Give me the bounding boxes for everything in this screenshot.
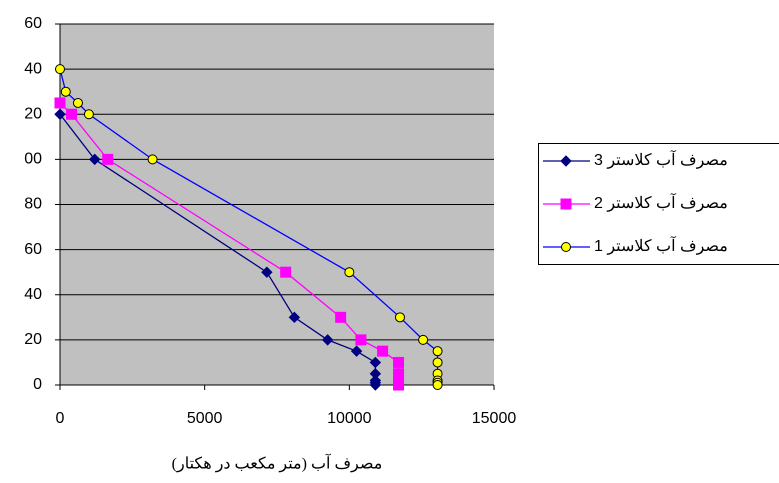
marker <box>83 109 94 120</box>
y-tick-label: 60 <box>24 241 42 258</box>
marker <box>280 266 292 278</box>
marker <box>147 154 158 165</box>
marker <box>394 312 405 323</box>
y-tick-label: 60 <box>24 15 42 32</box>
legend-label: مصرف آب کلاستر 1 <box>594 235 728 255</box>
y-tick-label: 40 <box>24 286 42 303</box>
y-tick-label: 00 <box>24 151 42 168</box>
marker <box>350 345 363 357</box>
x-tick-label: 10000 <box>327 410 372 427</box>
marker <box>560 155 572 167</box>
y-tick-label: 20 <box>24 331 42 348</box>
marker <box>60 86 71 97</box>
marker <box>288 311 301 324</box>
marker <box>344 267 355 278</box>
y-tick-label: 40 <box>24 60 42 77</box>
marker <box>560 198 572 210</box>
x-tick-label: 15000 <box>472 410 517 427</box>
x-tick-label: 5000 <box>187 410 223 427</box>
marker <box>369 379 382 391</box>
marker <box>66 108 78 120</box>
marker <box>55 64 65 75</box>
marker <box>321 334 334 346</box>
marker <box>54 108 66 120</box>
marker <box>377 345 389 357</box>
marker <box>418 334 429 345</box>
marker <box>355 334 367 346</box>
y-tick-label: 20 <box>24 105 42 122</box>
x-axis-label: مصرف آب (متر مکعب در هکتار) <box>172 453 383 473</box>
marker <box>261 266 273 278</box>
marker <box>393 379 405 391</box>
x-tick-label: 0 <box>56 410 65 427</box>
marker <box>432 380 443 390</box>
legend-label: مصرف آب کلاستر 3 <box>594 149 728 169</box>
marker <box>54 97 66 109</box>
marker <box>89 153 101 166</box>
marker <box>561 242 571 252</box>
legend-label: مصرف آب کلاستر 2 <box>594 192 728 212</box>
marker <box>369 356 382 369</box>
marker <box>335 311 347 323</box>
y-tick-label: 0 <box>33 376 42 393</box>
marker <box>102 153 114 165</box>
marker <box>432 357 443 368</box>
y-tick-label: 80 <box>24 196 42 213</box>
marker <box>72 97 83 108</box>
marker <box>432 346 443 357</box>
marker <box>393 356 405 368</box>
